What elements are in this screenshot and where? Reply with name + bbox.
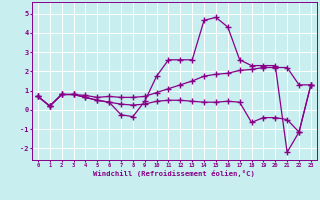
X-axis label: Windchill (Refroidissement éolien,°C): Windchill (Refroidissement éolien,°C) bbox=[93, 170, 255, 177]
